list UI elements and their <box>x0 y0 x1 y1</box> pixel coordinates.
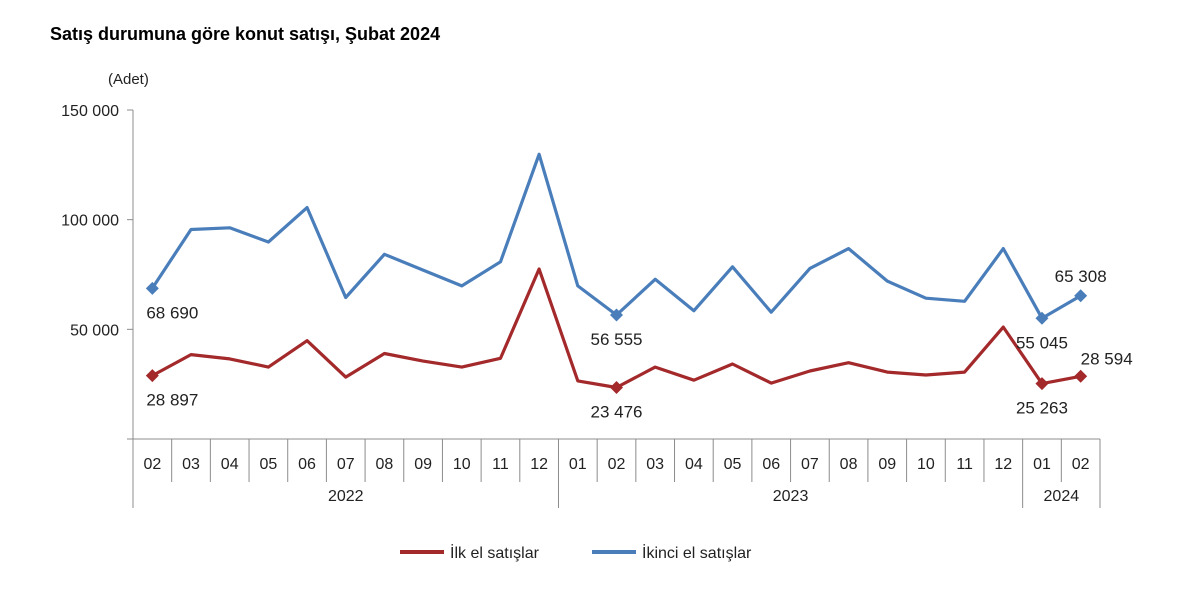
x-tick-label: 07 <box>801 456 819 473</box>
x-tick-label: 10 <box>453 456 471 473</box>
x-tick-label: 07 <box>337 456 355 473</box>
x-tick-label: 11 <box>492 456 509 473</box>
x-tick-label: 01 <box>569 456 587 473</box>
x-tick-label: 12 <box>994 456 1012 473</box>
series-lines <box>150 152 1082 390</box>
y-tick-label: 50 000 <box>70 322 119 339</box>
year-group-label: 2022 <box>328 488 364 505</box>
axes: 50 000 100 000 150 000 02 03 04 05 06 07 08 09 10 11… <box>61 103 1101 508</box>
x-tick-label: 09 <box>878 456 896 473</box>
x-tick-label: 01 <box>1033 456 1051 473</box>
data-label: 28 594 <box>1081 349 1133 368</box>
data-point-marker <box>610 381 623 395</box>
series-line-0 <box>151 267 1081 390</box>
x-tick-label: 04 <box>221 456 239 473</box>
legend: İlk el satışlar İkinci el satışlar <box>400 543 752 562</box>
x-tick-label: 05 <box>259 456 277 473</box>
data-labels: 28 897 23 476 25 263 28 594 68 690 56 555 55 0… <box>146 267 1132 422</box>
x-tick-label: 11 <box>956 456 973 473</box>
data-label: 25 263 <box>1016 399 1068 418</box>
data-point-marker <box>145 369 159 383</box>
x-tick-label: 08 <box>376 456 394 473</box>
chart-title: Satış durumuna göre konut satışı, Şubat … <box>50 24 440 44</box>
x-tick-label: 10 <box>917 456 935 473</box>
x-tick-label: 09 <box>414 456 432 473</box>
data-point-marker <box>1035 311 1049 325</box>
data-label: 68 690 <box>146 303 198 322</box>
data-label: 28 897 <box>146 391 198 410</box>
x-tick-label: 04 <box>685 456 703 473</box>
x-tick-label: 12 <box>530 456 548 473</box>
data-label: 55 045 <box>1016 333 1068 352</box>
y-tick-label: 150 000 <box>61 103 119 120</box>
y-axis-unit-label: (Adet) <box>108 71 149 88</box>
x-tick-label: 02 <box>1072 456 1090 473</box>
x-tick-label: 02 <box>608 456 626 473</box>
data-point-marker <box>1074 369 1088 383</box>
x-tick-label: 06 <box>762 456 780 473</box>
series-markers <box>145 281 1088 395</box>
data-point-marker <box>1074 289 1088 303</box>
x-tick-label: 08 <box>840 456 858 473</box>
x-tick-label: 03 <box>182 456 200 473</box>
x-tick-label: 02 <box>143 456 161 473</box>
x-tick-label: 03 <box>646 456 664 473</box>
x-tick-label: 06 <box>298 456 316 473</box>
series-line-1 <box>150 152 1082 320</box>
data-label: 65 308 <box>1055 267 1107 286</box>
data-label: 23 476 <box>591 403 643 422</box>
year-group-label: 2024 <box>1044 488 1080 505</box>
y-tick-label: 100 000 <box>61 213 119 230</box>
legend-label: İkinci el satışlar <box>642 543 752 562</box>
data-point-marker <box>1035 377 1049 391</box>
data-label: 56 555 <box>591 330 643 349</box>
data-point-marker <box>145 281 159 295</box>
data-point-marker <box>610 308 623 322</box>
legend-label: İlk el satışlar <box>450 543 540 562</box>
x-tick-label: 05 <box>724 456 742 473</box>
year-group-label: 2023 <box>773 488 809 505</box>
